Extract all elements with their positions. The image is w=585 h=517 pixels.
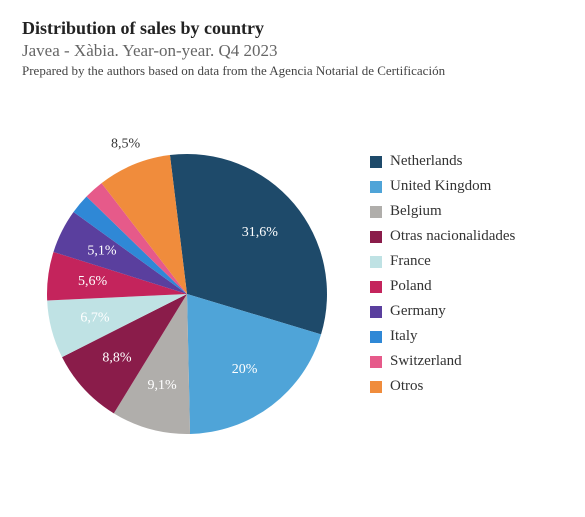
legend-label: Belgium <box>390 203 442 220</box>
legend-swatch <box>370 281 382 293</box>
pie-svg: 31,6% 20% 9,1% 8,8% 6,7% 5,6% 5,1% 8,5% <box>22 89 352 459</box>
legend-label: France <box>390 253 431 270</box>
legend: Netherlands United Kingdom Belgium Otras na… <box>370 153 515 395</box>
slice-label: 6,7% <box>80 310 110 325</box>
slice-label: 8,8% <box>102 351 132 366</box>
legend-item: Belgium <box>370 203 515 220</box>
legend-swatch <box>370 181 382 193</box>
legend-item: Otras nacionalidades <box>370 228 515 245</box>
legend-item: Switzerland <box>370 353 515 370</box>
slice-label: 5,1% <box>87 244 117 259</box>
chart-note: Prepared by the authors based on data fr… <box>22 63 563 79</box>
legend-item: Italy <box>370 328 515 345</box>
legend-label: Poland <box>390 278 432 295</box>
legend-label: Germany <box>390 303 446 320</box>
legend-item: Germany <box>370 303 515 320</box>
legend-swatch <box>370 206 382 218</box>
chart-area: 31,6% 20% 9,1% 8,8% 6,7% 5,6% 5,1% 8,5% Netherl… <box>22 89 563 459</box>
legend-label: Italy <box>390 328 418 345</box>
legend-label: Otros <box>390 378 423 395</box>
legend-label: United Kingdom <box>390 178 491 195</box>
legend-swatch <box>370 356 382 368</box>
legend-swatch <box>370 256 382 268</box>
legend-item: France <box>370 253 515 270</box>
slice-label: 20% <box>232 362 258 377</box>
legend-swatch <box>370 156 382 168</box>
legend-item: Netherlands <box>370 153 515 170</box>
chart-title: Distribution of sales by country <box>22 18 563 39</box>
legend-swatch <box>370 331 382 343</box>
legend-swatch <box>370 381 382 393</box>
slice-label: 8,5% <box>111 136 141 151</box>
legend-swatch <box>370 231 382 243</box>
slice-label: 5,6% <box>78 274 108 289</box>
chart-container: Distribution of sales by country Javea -… <box>0 0 585 469</box>
legend-item: Otros <box>370 378 515 395</box>
pie-chart: 31,6% 20% 9,1% 8,8% 6,7% 5,6% 5,1% 8,5% <box>22 89 352 459</box>
legend-item: Poland <box>370 278 515 295</box>
legend-item: United Kingdom <box>370 178 515 195</box>
legend-label: Netherlands <box>390 153 462 170</box>
slice-label: 9,1% <box>148 378 178 393</box>
slice-label: 31,6% <box>242 225 279 240</box>
legend-label: Otras nacionalidades <box>390 228 515 245</box>
legend-swatch <box>370 306 382 318</box>
chart-subtitle: Javea - Xàbia. Year-on-year. Q4 2023 <box>22 41 563 61</box>
legend-label: Switzerland <box>390 353 462 370</box>
